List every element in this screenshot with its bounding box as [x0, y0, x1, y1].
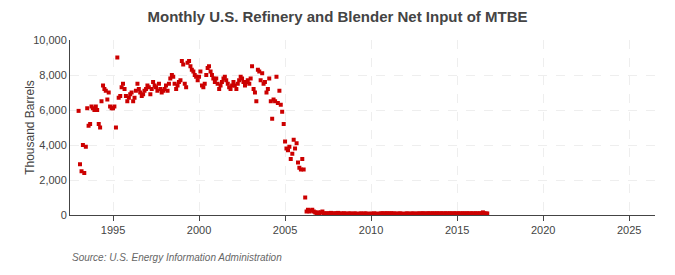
svg-text:2005: 2005	[273, 224, 297, 236]
svg-text:2,000: 2,000	[39, 174, 67, 186]
svg-text:2015: 2015	[445, 224, 469, 236]
svg-text:Monthly U.S. Refinery and Blen: Monthly U.S. Refinery and Blender Net In…	[147, 8, 527, 25]
svg-text:8,000: 8,000	[39, 69, 67, 81]
svg-text:6,000: 6,000	[39, 104, 67, 116]
svg-text:1995: 1995	[101, 224, 125, 236]
svg-text:0: 0	[61, 209, 67, 221]
svg-text:Source: U.S. Energy Informatio: Source: U.S. Energy Information Administ…	[72, 252, 282, 263]
svg-text:2020: 2020	[531, 224, 555, 236]
svg-text:Thousand Barrels: Thousand Barrels	[23, 80, 37, 175]
svg-text:2010: 2010	[359, 224, 383, 236]
svg-text:2000: 2000	[187, 224, 211, 236]
svg-text:10,000: 10,000	[33, 34, 67, 46]
svg-text:2025: 2025	[617, 224, 641, 236]
svg-text:4,000: 4,000	[39, 139, 67, 151]
